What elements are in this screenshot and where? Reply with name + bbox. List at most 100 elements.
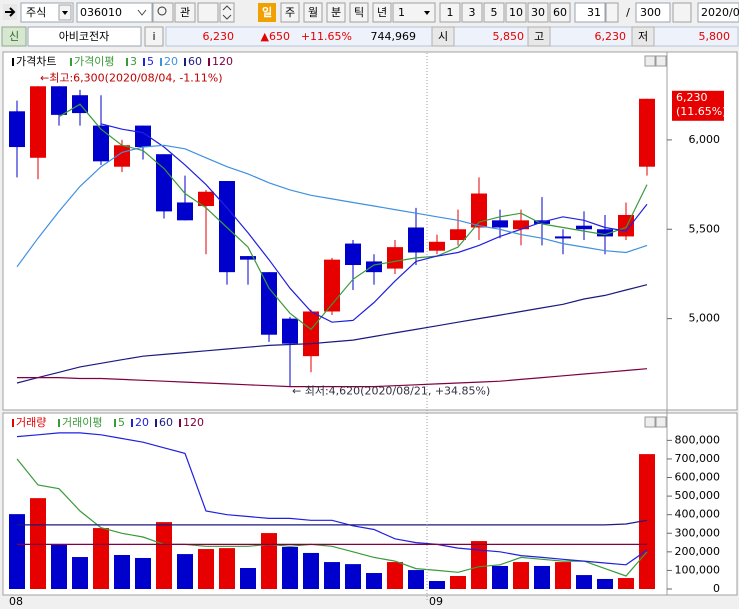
volume-bar [51,544,67,589]
interval: 1 [447,6,454,19]
unit-select[interactable] [392,2,436,23]
info-row: 신 아비코전자 i 6,230 ▲650 +11.65% 744,969 시 5… [1,26,739,47]
candle-body [303,311,319,357]
volume-bar [471,541,487,589]
link-button[interactable] [197,2,219,23]
volume-bar [555,562,571,589]
period-button[interactable] [349,2,369,23]
period: 틱 [354,6,364,19]
ma-line [16,284,648,384]
stock-name: 아비코전자 [59,30,110,43]
legend-entry: 5 [147,55,154,68]
y-tick-label: 800,000 [675,433,721,446]
candle-body [51,86,67,115]
period: 일 [262,5,272,19]
candle-body [345,243,361,266]
candle-body [30,86,46,158]
y-tick-label: 600,000 [675,471,721,484]
interval-button[interactable] [527,2,549,23]
volume-bar [492,565,508,589]
panel-button[interactable] [644,416,656,428]
interval: 30 [531,6,545,19]
info-icon: i [152,30,155,43]
interval-button[interactable] [461,2,483,23]
badge: 신 [9,30,19,43]
interval: 3 [469,6,476,19]
code-input[interactable] [76,2,153,23]
candle-body [198,191,214,207]
volume-bar [345,564,361,589]
interval-button[interactable] [505,2,527,23]
spin-button[interactable] [219,2,235,23]
panel-close[interactable] [655,416,667,428]
total-input[interactable] [635,2,671,23]
candle-body [282,318,298,344]
legend-entry: 20 [164,55,178,68]
interval-button[interactable] [483,2,505,23]
date-input[interactable] [697,2,739,23]
low: 5,800 [699,30,731,43]
candle-body [597,229,613,237]
ma-line [17,368,648,388]
volume-bar [135,557,151,589]
y-tick-label: 5,500 [689,222,721,235]
spin-icon [222,5,232,20]
ma-line [17,519,648,526]
y-tick-label: 400,000 [675,508,721,521]
info-button[interactable] [144,26,164,47]
legend-entry: 60 [188,55,202,68]
volume-bar [534,565,550,589]
period: 주 [285,6,295,19]
volume-bar [366,573,382,589]
interval-button[interactable] [439,2,461,23]
legend-marker [58,419,60,427]
x-tick-label: 09 [429,595,443,608]
volume-bar [219,548,235,589]
last-price-tag [672,90,724,121]
volume-bar [597,578,613,589]
period-button[interactable] [372,2,392,23]
interest-button[interactable] [174,2,196,23]
period-button[interactable] [280,2,300,23]
legend-marker [131,419,133,427]
legend-entry: 60 [159,416,173,429]
volume-bar [576,575,592,589]
ma-line [16,458,648,577]
count-input[interactable] [574,2,606,23]
interval-button[interactable] [549,2,571,23]
panel-close[interactable] [655,55,667,67]
settings-button[interactable] [672,2,692,23]
candle-body [219,181,235,273]
interest: 관 [180,6,190,19]
candle-body [93,125,109,162]
legend-ma-title: 가격이평 [74,55,114,68]
volume-bar [408,570,424,589]
period-button[interactable] [303,2,323,23]
search-button[interactable] [152,2,174,23]
period-button[interactable] [326,2,346,23]
volume-bar [93,528,109,589]
rate: +11.65% [301,30,352,43]
legend-marker [160,58,162,66]
y-tick-label: 0 [713,582,720,595]
legend-marker [126,58,128,66]
legend-marker [114,419,116,427]
dropdown-arrow [62,11,68,15]
y-tick-label: 5,000 [689,312,721,325]
y-tick-label: 700,000 [675,452,721,465]
volume-bar [324,562,340,589]
candle-body [135,125,151,148]
volume: 744,969 [371,30,417,43]
count-spin[interactable] [605,2,619,23]
period: 분 [331,6,341,19]
name-box [27,26,142,47]
legend-entry: 20 [135,416,149,429]
period-active[interactable] [258,3,276,22]
legend-title: 거래량 [16,416,46,429]
open-label: 시 [438,30,448,43]
legend-entry: 5 [118,416,125,429]
candle-body [9,111,25,148]
ma-line [58,103,648,331]
y-tick-label: 300,000 [675,526,721,539]
panel-button[interactable] [644,55,656,67]
